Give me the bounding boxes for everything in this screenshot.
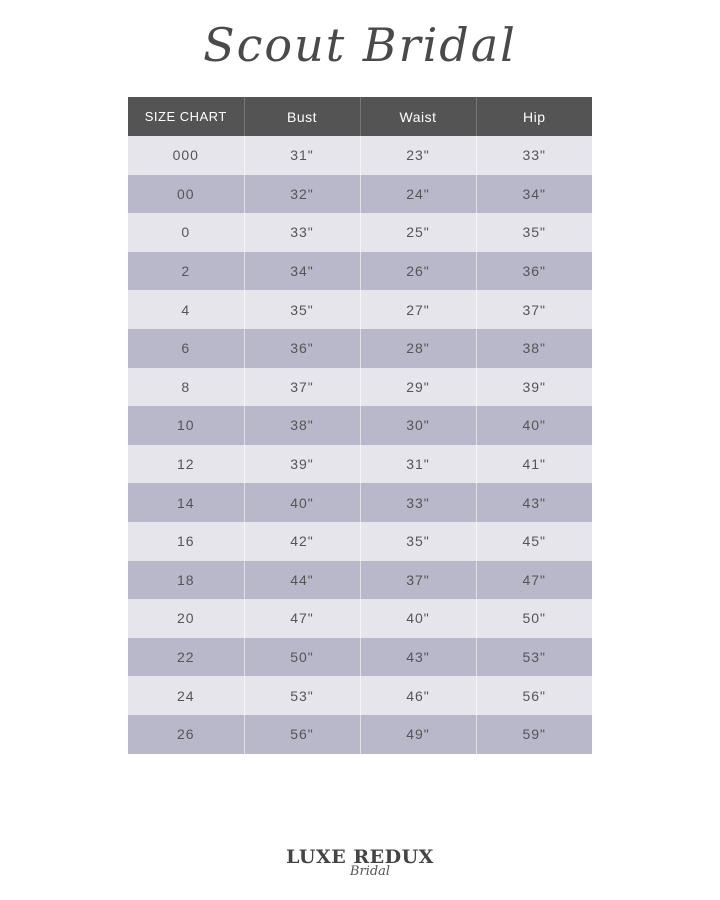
table-row: 10 38" 30" 40" [128,406,592,445]
column-header-waist: Waist [359,97,476,136]
table-row: 26 56" 49" 59" [128,714,592,754]
column-header-bust: Bust [243,97,360,136]
cell-size: 26 [128,714,244,754]
cell-waist: 23" [359,136,476,175]
table-row: 18 44" 37" 47" [128,560,592,600]
cell-bust: 36" [243,328,360,368]
cell-hip: 41" [475,444,592,484]
cell-bust: 39" [243,444,360,484]
column-header-size: SIZE CHART [128,97,244,136]
cell-waist: 30" [359,406,476,445]
cell-hip: 40" [475,406,592,445]
cell-bust: 33" [243,213,360,252]
table-row: 2 34" 26" 36" [128,251,592,291]
cell-hip: 45" [475,521,592,561]
cell-size: 16 [128,521,244,561]
cell-bust: 47" [243,599,360,638]
cell-bust: 31" [243,136,360,175]
table-row: 4 35" 27" 37" [128,290,592,329]
cell-bust: 37" [243,367,360,407]
logo-main-text: LUXE REDUX [286,846,434,868]
luxe-redux-logo: LUXE REDUX Bridal [0,846,720,879]
cell-waist: 43" [359,637,476,677]
cell-size: 18 [128,560,244,600]
cell-size: 000 [128,136,244,175]
cell-hip: 38" [475,328,592,368]
table-row: 22 50" 43" 53" [128,637,592,677]
logo-sub-text: Bridal [349,864,391,879]
cell-bust: 42" [243,521,360,561]
cell-waist: 28" [359,328,476,368]
cell-bust: 35" [243,290,360,329]
cell-hip: 56" [475,676,592,715]
cell-waist: 37" [359,560,476,600]
cell-waist: 49" [359,714,476,754]
cell-size: 2 [128,251,244,291]
cell-bust: 44" [243,560,360,600]
cell-waist: 31" [359,444,476,484]
cell-hip: 34" [475,174,592,214]
cell-waist: 24" [359,174,476,214]
cell-size: 6 [128,328,244,368]
cell-size: 4 [128,290,244,329]
table-row: 24 53" 46" 56" [128,676,592,715]
cell-size: 0 [128,213,244,252]
cell-hip: 59" [475,714,592,754]
cell-size: 24 [128,676,244,715]
size-chart-table: SIZE CHART Bust Waist Hip 000 31" 23" 33" 00… [128,97,592,754]
cell-size: 12 [128,444,244,484]
cell-waist: 40" [359,599,476,638]
table-row: 6 36" 28" 38" [128,328,592,368]
cell-bust: 34" [243,251,360,291]
cell-hip: 33" [475,136,592,175]
table-row: 14 40" 33" 43" [128,483,592,522]
cell-waist: 29" [359,367,476,407]
cell-size: 22 [128,637,244,677]
cell-waist: 27" [359,290,476,329]
cell-size: 8 [128,367,244,407]
cell-hip: 35" [475,213,592,252]
cell-size: 14 [128,483,244,522]
cell-size: 20 [128,599,244,638]
cell-bust: 50" [243,637,360,677]
cell-bust: 40" [243,483,360,522]
column-header-hip: Hip [475,97,592,136]
table-row: 0 33" 25" 35" [128,213,592,252]
cell-waist: 33" [359,483,476,522]
cell-hip: 53" [475,637,592,677]
cell-waist: 35" [359,521,476,561]
cell-waist: 46" [359,676,476,715]
cell-waist: 25" [359,213,476,252]
brand-title: Scout Bridal [203,18,517,72]
cell-waist: 26" [359,251,476,291]
cell-bust: 53" [243,676,360,715]
table-row: 000 31" 23" 33" [128,136,592,175]
table-row: 8 37" 29" 39" [128,367,592,407]
table-row: 16 42" 35" 45" [128,521,592,561]
cell-size: 10 [128,406,244,445]
cell-hip: 37" [475,290,592,329]
cell-hip: 39" [475,367,592,407]
table-row: 20 47" 40" 50" [128,599,592,638]
table-row: 00 32" 24" 34" [128,174,592,214]
cell-size: 00 [128,174,244,214]
table-row: 12 39" 31" 41" [128,444,592,484]
cell-hip: 50" [475,599,592,638]
table-header-row: SIZE CHART Bust Waist Hip [128,97,592,136]
cell-bust: 32" [243,174,360,214]
cell-bust: 56" [243,714,360,754]
cell-hip: 36" [475,251,592,291]
cell-bust: 38" [243,406,360,445]
cell-hip: 43" [475,483,592,522]
cell-hip: 47" [475,560,592,600]
